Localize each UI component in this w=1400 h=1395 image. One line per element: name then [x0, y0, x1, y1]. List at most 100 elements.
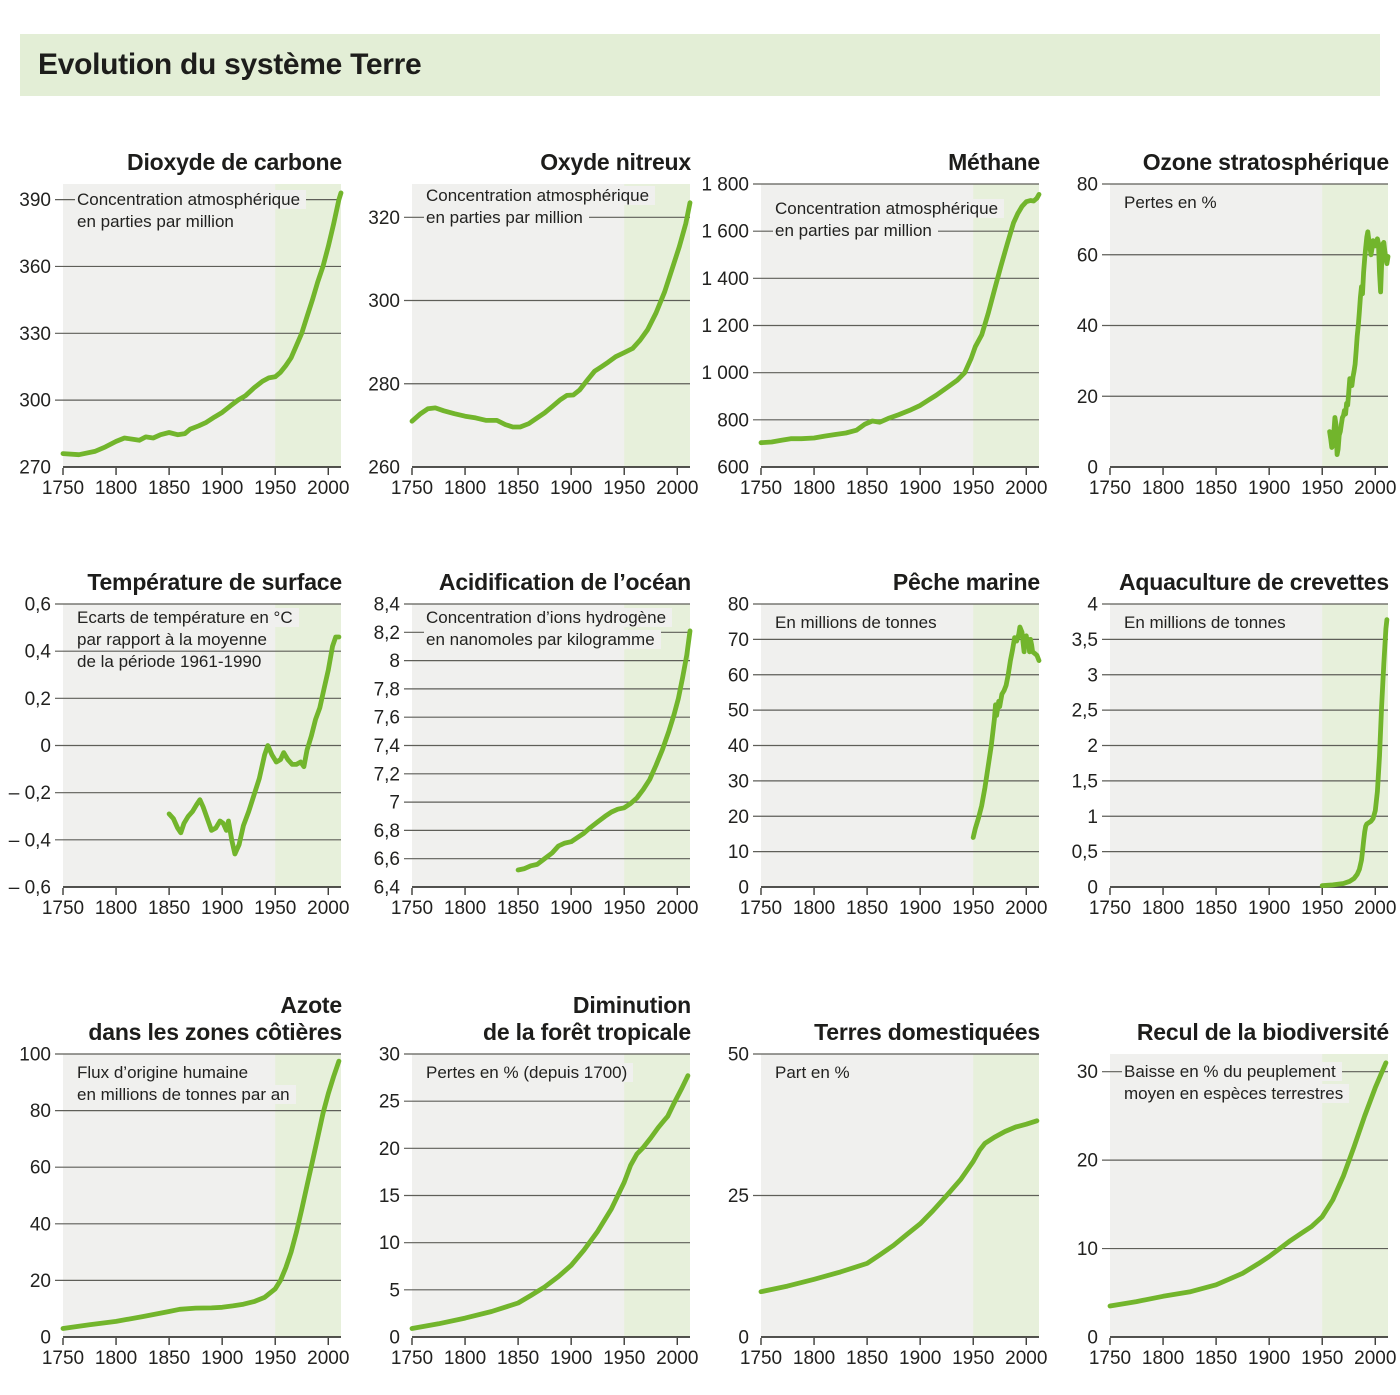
chart-ozone-stratospherique: Ozone stratosphérique 0 20 40 60 80 1750 1800 18… [1050, 140, 1399, 502]
chart-canvas: 0 10 20 30 40 50 60 70 80 1750 1800 1850 1900 1950 200… [728, 595, 1048, 920]
x-tick-label: 2000 [1005, 478, 1047, 499]
unit-label-line: Flux d’origine humaine [75, 1063, 255, 1082]
chart-title-line: dans les zones côtières [88, 1018, 342, 1045]
unit-label-line: Ecarts de température en °C [75, 608, 299, 627]
x-tick-label: 1950 [1301, 478, 1343, 499]
data-line [409, 1073, 691, 1331]
x-tick-label: 1750 [1089, 898, 1131, 919]
chart-recul-de-la-biodiversite: Recul de la biodiversité 0 10 20 30 1750 1800 1… [1050, 980, 1399, 1372]
y-tick-label: 330 [19, 324, 51, 345]
y-tick-label: 1 400 [701, 269, 749, 290]
chart-title: Pêche marine [701, 560, 1050, 596]
x-tick-label: 1750 [391, 898, 433, 919]
x-tick-label: 1850 [497, 898, 539, 919]
unit-label-line: Concentration atmosphérique [75, 190, 307, 209]
plot-area: 260 280 300 320 1750 1800 1850 1900 1950 2000 Conc… [352, 184, 698, 502]
data-line [758, 191, 1042, 446]
x-tick-label: 2000 [307, 898, 349, 919]
x-tick-label: 1800 [444, 478, 486, 499]
x-tick-label: 1800 [444, 898, 486, 919]
y-tick-label: 3 [1087, 665, 1098, 686]
y-tick-label: 6,8 [374, 821, 400, 842]
y-tick-label: 0 [1087, 878, 1098, 899]
chart-title-line: Diminution [572, 991, 691, 1018]
unit-label: Pertes en % (depuis 1700) [424, 1062, 634, 1084]
data-line [409, 200, 693, 430]
unit-label-line: Concentration atmosphérique [424, 186, 656, 205]
x-tick-label: 2000 [1354, 1348, 1396, 1369]
unit-label-line: En millions de tonnes [773, 613, 943, 632]
x-tick-label: 1900 [1248, 478, 1290, 499]
unit-label-line: en nanomoles par kilogramme [424, 630, 661, 649]
unit-label-line: Pertes en % [1122, 193, 1223, 212]
x-tick-label: 1900 [899, 1348, 941, 1369]
y-tick-label: 0 [738, 1328, 749, 1349]
y-tick-label: 30 [379, 1045, 400, 1066]
unit-label-line: Concentration atmosphérique [773, 199, 1005, 218]
data-line [1107, 1060, 1389, 1309]
x-tick-label: 1850 [148, 898, 190, 919]
unit-label: Pertes en % [1122, 192, 1223, 214]
x-tick-label: 1750 [42, 1348, 84, 1369]
unit-label-line: Pertes en % (depuis 1700) [424, 1063, 634, 1082]
x-tick-label: 2000 [1005, 1348, 1047, 1369]
y-tick-label: 1 600 [701, 222, 749, 243]
y-tick-label: 1 800 [701, 175, 749, 196]
chart-title: Méthane [701, 140, 1050, 176]
y-tick-label: – 0,4 [9, 830, 52, 851]
x-tick-label: 1800 [444, 1348, 486, 1369]
chart-title-line: Acidification de l’océan [438, 568, 691, 595]
x-tick-label: 1800 [95, 478, 137, 499]
x-tick-label: 2000 [656, 478, 698, 499]
data-line [515, 628, 693, 873]
y-tick-label: 20 [1077, 1151, 1098, 1172]
unit-label-line: en parties par million [773, 221, 938, 240]
y-tick-label: 60 [30, 1158, 51, 1179]
y-tick-label: 70 [728, 630, 749, 651]
chart-title: Aquaculture de crevettes [1050, 560, 1399, 596]
x-tick-label: 1800 [793, 1348, 835, 1369]
x-tick-label: 1850 [846, 1348, 888, 1369]
y-tick-label: 6,6 [374, 849, 400, 870]
y-tick-label: 2 [1087, 736, 1098, 757]
y-tick-label: 10 [728, 842, 749, 863]
y-tick-label: 1,5 [1072, 771, 1098, 792]
x-tick-label: 1950 [952, 898, 994, 919]
plot-area: 6,4 6,6 6,8 7 7,2 7,4 7,6 7,8 8 8,2 8,4 1750 1800 185… [352, 595, 699, 922]
chart-aquaculture-de-crevettes: Aquaculture de crevettes 0 0,5 1 1,5 2 2,5 3 3,5… [1050, 560, 1399, 922]
unit-label-line: Concentration d’ions hydrogène [424, 608, 673, 627]
y-tick-label: 7,2 [374, 764, 400, 785]
data-line [970, 624, 1042, 840]
y-tick-label: 7,4 [374, 736, 401, 757]
y-tick-label: 2,5 [1072, 701, 1098, 722]
y-tick-label: 0 [1087, 458, 1098, 479]
y-tick-label: 600 [717, 458, 749, 479]
x-tick-label: 1800 [793, 898, 835, 919]
chart-temperature-de-surface: Température de surface – 0,6 – 0,4 – 0,2 0 0,… [3, 560, 352, 922]
y-tick-label: 1 200 [701, 316, 749, 337]
y-tick-label: 8 [389, 651, 400, 672]
unit-label-line: Baisse en % du peuplement [1122, 1062, 1342, 1081]
chart-canvas: 6,4 6,6 6,8 7 7,2 7,4 7,6 7,8 8 8,2 8,4 1750 1800 185… [374, 595, 699, 920]
y-tick-label: 25 [728, 1186, 749, 1207]
unit-label: Concentration d’ions hydrogène en nanomol… [424, 607, 673, 651]
x-tick-label: 1800 [95, 1348, 137, 1369]
chart-title: Azote dans les zones côtières [3, 980, 352, 1046]
x-tick-label: 1750 [740, 478, 782, 499]
chart-acidification-de-l-ocean: Acidification de l’océan 6,4 6,6 6,8 7 7,2 7,4… [352, 560, 701, 922]
y-tick-label: 10 [1077, 1239, 1098, 1260]
y-tick-label: 10 [379, 1233, 400, 1254]
y-tick-label: 80 [728, 595, 749, 616]
y-tick-label: 0 [738, 878, 749, 899]
x-tick-label: 1750 [42, 898, 84, 919]
y-tick-label: 4 [1087, 595, 1098, 616]
chart-canvas: 270 300 330 360 390 1750 1800 1850 1900 1950 2000 [19, 184, 349, 499]
y-tick-label: 7 [389, 793, 400, 814]
y-tick-label: 50 [728, 1045, 749, 1066]
y-tick-label: 360 [19, 257, 51, 278]
x-tick-label: 1950 [1301, 898, 1343, 919]
unit-label: Ecarts de température en °C par rapport à… [75, 607, 299, 673]
x-tick-label: 1850 [1195, 898, 1237, 919]
unit-label: Part en % [773, 1062, 856, 1084]
unit-label-line: de la période 1961-1990 [75, 652, 268, 671]
